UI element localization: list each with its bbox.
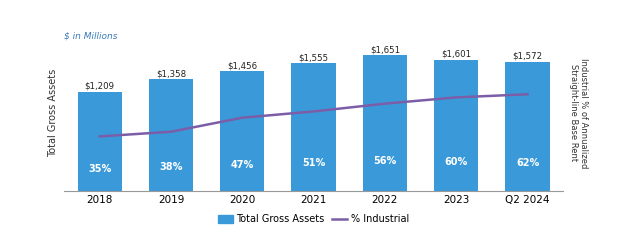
Bar <box>434 59 478 191</box>
Text: 56%: 56% <box>373 156 397 166</box>
Text: $ in Millions: $ in Millions <box>64 31 118 41</box>
Text: $1,456: $1,456 <box>227 61 257 70</box>
Text: $1,651: $1,651 <box>370 45 400 54</box>
Y-axis label: Industrial % of Annualized
Straight-line Base Rent: Industrial % of Annualized Straight-line… <box>569 58 588 168</box>
Bar <box>149 79 193 191</box>
Bar <box>77 92 122 191</box>
Text: 35%: 35% <box>88 164 111 174</box>
Text: $1,572: $1,572 <box>513 52 543 61</box>
Text: 62%: 62% <box>516 158 539 168</box>
Y-axis label: Total Gross Assets: Total Gross Assets <box>49 69 58 157</box>
Legend: Total Gross Assets, % Industrial: Total Gross Assets, % Industrial <box>214 210 413 228</box>
Text: $1,601: $1,601 <box>441 49 471 58</box>
Bar <box>506 62 550 191</box>
Bar <box>220 72 264 191</box>
Bar <box>363 55 407 191</box>
Text: 38%: 38% <box>159 161 182 171</box>
Text: Portfolio Industrial Growth: Portfolio Industrial Growth <box>8 11 186 24</box>
Bar <box>291 63 336 191</box>
Text: $1,555: $1,555 <box>298 53 329 62</box>
Text: 51%: 51% <box>302 158 325 168</box>
Text: $1,209: $1,209 <box>84 82 115 90</box>
Text: 47%: 47% <box>230 160 254 170</box>
Text: 60%: 60% <box>445 157 468 167</box>
Text: $1,358: $1,358 <box>156 69 186 78</box>
